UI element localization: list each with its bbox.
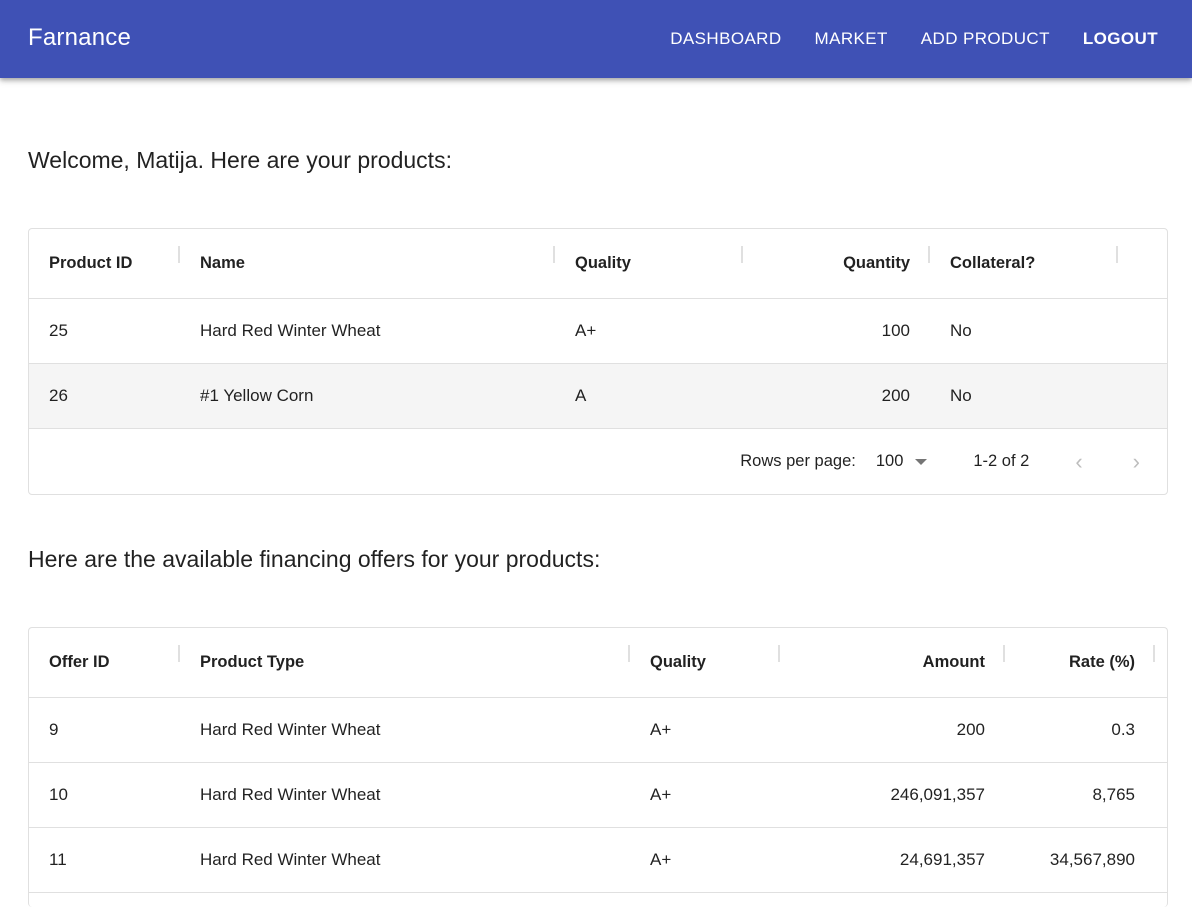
cell-product-type: Hard Red Winter Wheat xyxy=(200,785,381,804)
caret-down-icon xyxy=(915,458,928,465)
cell-amount: 246,091,357 xyxy=(890,785,985,804)
page-range: 1-2 of 2 xyxy=(973,452,1030,470)
column-header[interactable]: Quantity xyxy=(743,246,930,273)
prev-page-icon[interactable]: ‹ xyxy=(1075,448,1083,474)
cell-quantity: 200 xyxy=(881,386,910,405)
nav-market[interactable]: MARKET xyxy=(814,29,888,48)
cell-id: 10 xyxy=(49,785,68,804)
cell-quality: A+ xyxy=(650,850,672,869)
cell-name: Hard Red Winter Wheat xyxy=(200,321,381,340)
column-header[interactable]: Collateral? xyxy=(930,246,1118,273)
table-header: Offer ID Product Type Quality Amount Rat… xyxy=(29,628,1167,698)
nav-logout[interactable]: LOGOUT xyxy=(1082,29,1158,48)
rows-per-page-value: 100 xyxy=(875,452,904,470)
offers-table: Offer ID Product Type Quality Amount Rat… xyxy=(28,627,1168,907)
cell-name: #1 Yellow Corn xyxy=(200,386,314,405)
app-bar: Farnance DASHBOARD MARKET ADD PRODUCT LO… xyxy=(0,0,1192,78)
table-row[interactable]: 26 #1 Yellow Corn A 200 No xyxy=(29,364,1167,429)
cell-id: 9 xyxy=(49,720,59,739)
cell-amount: 200 xyxy=(956,720,985,739)
cell-collateral: No xyxy=(950,321,972,340)
table-row[interactable]: 10 Hard Red Winter Wheat A+ 246,091,357 … xyxy=(29,763,1167,828)
cell-amount: 24,691,357 xyxy=(899,850,985,869)
nav-dashboard[interactable]: DASHBOARD xyxy=(670,29,782,48)
products-table: Product ID Name Quality Quantity Collate… xyxy=(28,228,1168,495)
cell-rate: 0.3 xyxy=(1111,720,1135,739)
rows-per-page-label: Rows per page: xyxy=(740,452,856,470)
cell-product-type: Hard Red Winter Wheat xyxy=(200,720,381,739)
rows-per-page-select[interactable]: 100 xyxy=(876,452,928,471)
products-heading: Welcome, Matija. Here are your products: xyxy=(28,147,452,173)
nav-add-product[interactable]: ADD PRODUCT xyxy=(920,29,1050,48)
next-page-icon[interactable]: › xyxy=(1132,448,1140,474)
cell-collateral: No xyxy=(950,386,972,405)
column-header[interactable]: Product Type xyxy=(180,645,630,672)
column-header[interactable]: Quality xyxy=(630,645,780,672)
app-title: Farnance xyxy=(28,24,131,51)
table-row[interactable]: 9 Hard Red Winter Wheat A+ 200 0.3 xyxy=(29,698,1167,763)
cell-quality: A+ xyxy=(650,720,672,739)
column-header[interactable]: Name xyxy=(180,246,555,273)
table-row[interactable]: 11 Hard Red Winter Wheat A+ 24,691,357 3… xyxy=(29,828,1167,893)
cell-id: 26 xyxy=(49,386,68,405)
cell-quantity: 100 xyxy=(881,321,910,340)
offers-heading: Here are the available financing offers … xyxy=(28,546,601,572)
column-header[interactable]: Product ID xyxy=(29,246,180,273)
cell-quality: A+ xyxy=(575,321,597,340)
column-header[interactable]: Offer ID xyxy=(29,645,180,672)
cell-product-type: Hard Red Winter Wheat xyxy=(200,850,381,869)
cell-rate: 8,765 xyxy=(1092,785,1135,804)
cell-quality: A xyxy=(575,386,587,405)
column-header[interactable]: Rate (%) xyxy=(1005,645,1155,672)
column-header[interactable]: Quality xyxy=(555,246,743,273)
table-header: Product ID Name Quality Quantity Collate… xyxy=(29,229,1167,299)
nav-menu: DASHBOARD MARKET ADD PRODUCT LOGOUT xyxy=(670,29,1158,49)
column-header[interactable]: Amount xyxy=(780,645,1005,672)
table-row[interactable]: 25 Hard Red Winter Wheat A+ 100 No xyxy=(29,299,1167,364)
cell-quality: A+ xyxy=(650,785,672,804)
cell-id: 25 xyxy=(49,321,68,340)
pagination: Rows per page: 100 1-2 of 2 ‹ › xyxy=(29,429,1167,494)
cell-rate: 34,567,890 xyxy=(1049,850,1135,869)
cell-id: 11 xyxy=(49,850,67,869)
